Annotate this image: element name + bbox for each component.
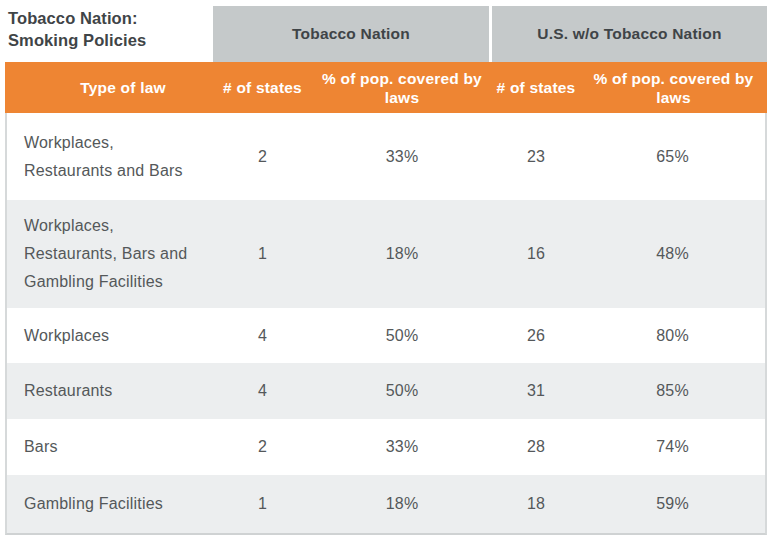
group-header-tobacco-nation: Tobacco Nation [213, 6, 489, 62]
row-label: Bars [7, 433, 213, 461]
us-states-value: 23 [492, 143, 580, 171]
us-pct-value: 85% [580, 377, 765, 405]
tn-states-value: 1 [213, 490, 312, 518]
column-header-tn-states: # of states [213, 62, 312, 113]
us-states-value: 26 [492, 322, 580, 350]
tn-pct-value: 50% [312, 377, 492, 405]
table-row: Workplaces, Restaurants, Bars and Gambli… [7, 200, 765, 308]
us-states-value: 18 [492, 490, 580, 518]
us-states-value: 16 [492, 240, 580, 268]
column-header-type-of-law: Type of law [5, 62, 213, 113]
table-row: Restaurants 4 50% 31 85% [7, 363, 765, 419]
tn-states-value: 2 [213, 433, 312, 461]
tn-states-value: 2 [213, 143, 312, 171]
column-header-tn-pct: % of pop. covered by laws [312, 62, 492, 113]
tn-states-value: 4 [213, 322, 312, 350]
us-states-value: 31 [492, 377, 580, 405]
table-row: Workplaces 4 50% 26 80% [7, 308, 765, 363]
tn-states-value: 4 [213, 377, 312, 405]
row-label: Restaurants [7, 377, 213, 405]
table-row: Bars 2 33% 28 74% [7, 419, 765, 475]
row-label: Workplaces [7, 322, 213, 350]
tn-pct-value: 50% [312, 322, 492, 350]
table-header-row: Type of law # of states % of pop. covere… [5, 62, 767, 113]
column-group-header: Tobacco Nation U.S. w/o Tobacco Nation [213, 6, 767, 62]
table-body: Workplaces, Restaurants and Bars 2 33% 2… [5, 113, 767, 535]
row-label: Workplaces, Restaurants and Bars [7, 129, 213, 185]
us-pct-value: 48% [580, 240, 765, 268]
us-pct-value: 59% [580, 490, 765, 518]
page-title: Tobacco Nation: Smoking Policies [8, 7, 146, 51]
us-pct-value: 80% [580, 322, 765, 350]
row-label: Gambling Facilities [7, 490, 213, 518]
tn-states-value: 1 [213, 240, 312, 268]
us-pct-value: 65% [580, 143, 765, 171]
row-label: Workplaces, Restaurants, Bars and Gambli… [7, 212, 213, 296]
us-pct-value: 74% [580, 433, 765, 461]
tn-pct-value: 33% [312, 433, 492, 461]
tn-pct-value: 18% [312, 490, 492, 518]
table-row: Gambling Facilities 1 18% 18 59% [7, 475, 765, 533]
tn-pct-value: 18% [312, 240, 492, 268]
us-states-value: 28 [492, 433, 580, 461]
group-header-us-without-tobacco-nation: U.S. w/o Tobacco Nation [492, 6, 767, 62]
table-row: Workplaces, Restaurants and Bars 2 33% 2… [7, 113, 765, 200]
tn-pct-value: 33% [312, 143, 492, 171]
smoking-policies-table: Tobacco Nation: Smoking Policies Tobacco… [0, 0, 772, 544]
column-header-us-pct: % of pop. covered by laws [580, 62, 767, 113]
column-header-us-states: # of states [492, 62, 580, 113]
